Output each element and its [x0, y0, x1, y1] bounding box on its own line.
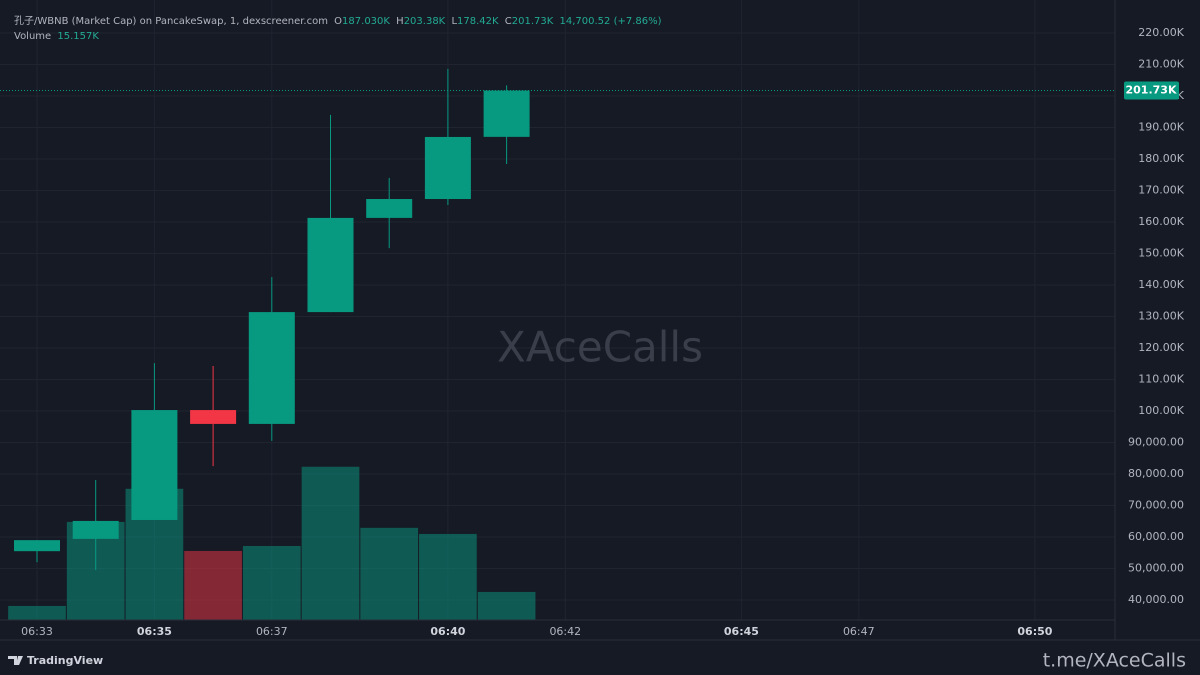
brand-name: TradingView	[27, 654, 103, 667]
ohlc-key: L	[451, 16, 457, 27]
y-tick-label: 210.00K	[1138, 58, 1184, 71]
y-tick-label: 130.00K	[1138, 310, 1184, 323]
brand-logo	[8, 656, 23, 665]
candle-body	[483, 90, 530, 137]
x-tick-label: 06:50	[1017, 625, 1052, 638]
candle-body	[190, 410, 237, 424]
y-tick-label: 220.00K	[1138, 26, 1184, 39]
y-tick-label: 120.00K	[1138, 341, 1184, 354]
volume-bar	[360, 527, 419, 620]
ohlc-value: 187.030K	[342, 16, 390, 27]
ohlc-value: 203.38K	[404, 16, 446, 27]
footer-link: t.me/XAceCalls	[1043, 650, 1186, 672]
x-tick-label: 06:47	[843, 625, 875, 638]
plot	[0, 68, 1115, 620]
y-tick-label: 100.00K	[1138, 404, 1184, 417]
x-tick-label: 06:45	[724, 625, 759, 638]
symbol: 孔子/WBNB (Market Cap) on PancakeSwap, 1, …	[14, 15, 328, 27]
y-tick-label: 40,000.00	[1128, 593, 1184, 606]
chart-header: 孔子/WBNB (Market Cap) on PancakeSwap, 1, …	[14, 15, 662, 27]
candle-body	[131, 410, 178, 520]
volume-bar	[242, 545, 301, 620]
y-tick-label: 60,000.00	[1128, 530, 1184, 543]
y-tick-label: 50,000.00	[1128, 561, 1184, 574]
last-price-label: 201.73K	[1126, 84, 1177, 97]
y-tick-label: 150.00K	[1138, 247, 1184, 260]
y-tick-label: 160.00K	[1138, 215, 1184, 228]
y-tick-label: 180.00K	[1138, 152, 1184, 165]
x-tick-label: 06:33	[21, 625, 53, 638]
candle-body	[14, 540, 60, 552]
y-tick-label: 190.00K	[1138, 121, 1184, 134]
y-tick-label: 170.00K	[1138, 184, 1184, 197]
ohlc-value: 178.42K	[457, 16, 499, 27]
x-tick-label: 06:35	[137, 625, 172, 638]
candle-body	[366, 199, 413, 218]
volume-legend: Volume 15.157K	[14, 31, 99, 42]
y-tick-label: 140.00K	[1138, 278, 1184, 291]
x-tick-label: 06:40	[430, 625, 465, 638]
watermark: XAceCalls	[497, 323, 703, 372]
volume-bar	[301, 466, 360, 620]
ohlc-value: 201.73K	[512, 16, 554, 27]
volume-value: 15.157K	[57, 31, 99, 42]
ohlc-key: C	[505, 16, 512, 27]
x-tick-label: 06:42	[549, 625, 581, 638]
volume-bar	[184, 550, 242, 620]
brand: TradingView	[8, 654, 103, 667]
change: 14,700.52 (+7.86%)	[560, 16, 662, 27]
y-tick-label: 110.00K	[1138, 373, 1184, 386]
last-price-box	[1124, 81, 1179, 100]
volume-bar	[419, 533, 477, 620]
candle-body	[424, 136, 471, 200]
candle-body	[72, 520, 119, 539]
volume-bar	[8, 605, 66, 620]
y-tick-label: 90,000.00	[1128, 436, 1184, 449]
y-tick-label: 80,000.00	[1128, 467, 1184, 480]
x-tick-label: 06:37	[256, 625, 288, 638]
volume-title: Volume	[14, 31, 51, 42]
ohlc-key: O	[334, 16, 342, 27]
ohlc-key: H	[396, 16, 404, 27]
candle-body	[307, 217, 354, 313]
volume-bar	[477, 591, 536, 620]
y-tick-label: 70,000.00	[1128, 499, 1184, 512]
candle-body	[248, 312, 295, 424]
